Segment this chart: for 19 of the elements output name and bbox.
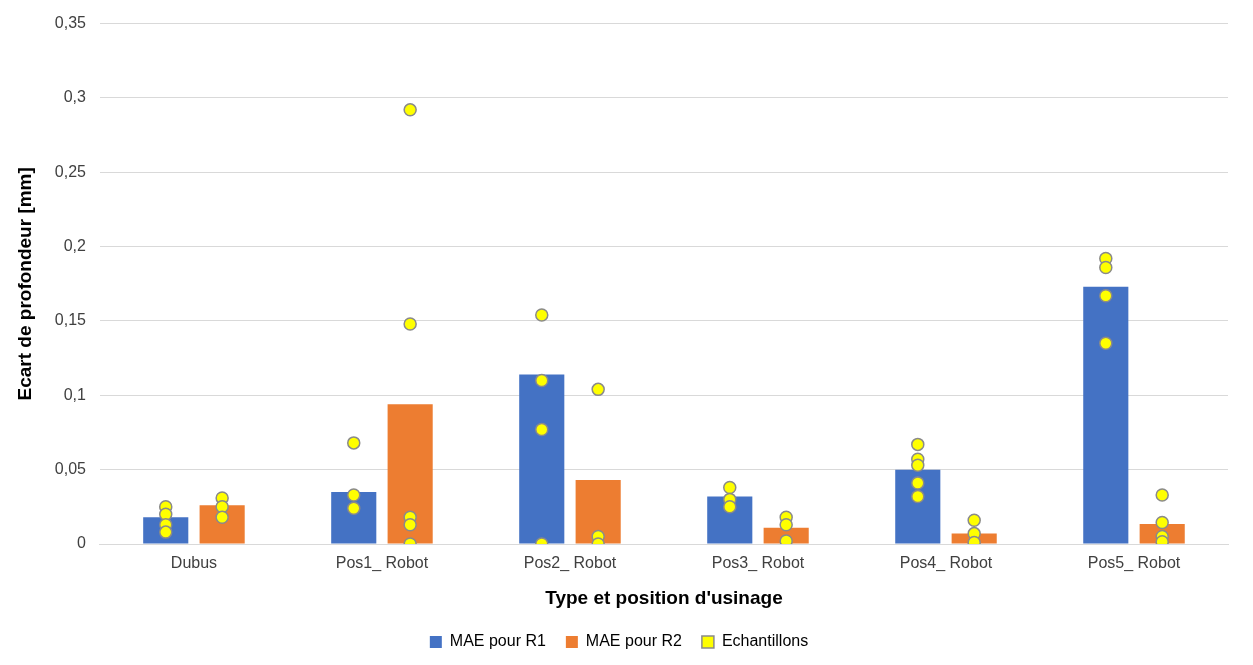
- y-tick-label: 0,15: [54, 311, 87, 329]
- legend-label: Echantillons: [721, 632, 809, 650]
- y-axis-title: Ecart de profondeur [mm]: [13, 167, 35, 401]
- y-tick-label: 0,2: [63, 237, 87, 255]
- legend-label: MAE pour R1: [449, 632, 546, 650]
- x-tick-label: Pos2_ Robot: [523, 554, 617, 573]
- y-tick-label: 0,1: [63, 385, 87, 403]
- x-tick-label: Pos3_ Robot: [711, 554, 805, 573]
- x-axis-title: Type et position d'usinage: [545, 586, 783, 608]
- y-tick-label: 0,05: [54, 460, 87, 478]
- y-tick-label: 0,3: [63, 88, 87, 106]
- y-tick-label: 0,25: [54, 162, 87, 180]
- legend-label: MAE pour R2: [585, 632, 682, 650]
- x-tick-label: Pos1_ Robot: [335, 554, 429, 573]
- x-tick-label: Pos4_ Robot: [899, 554, 993, 573]
- y-tick-label: 0,35: [54, 14, 87, 32]
- x-tick-label: Dubus: [170, 554, 218, 572]
- y-tick-label: 0: [77, 534, 87, 552]
- x-tick-label: Pos5_ Robot: [1087, 554, 1181, 573]
